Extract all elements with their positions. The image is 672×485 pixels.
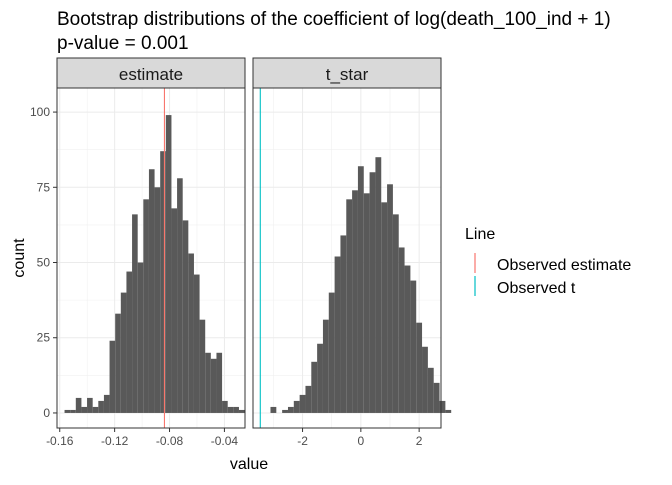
histogram-bar [357,166,364,413]
histogram-bar [392,214,399,413]
histogram-bar [154,187,161,413]
x-axis-title: value [230,456,268,473]
legend-label-observed-estimate: Observed estimate [497,257,631,274]
x-tick-label: 0 [358,434,365,448]
facet-t-star: t_star -2 0 2 [252,57,452,448]
chart-subtitle: p-value = 0.001 [57,33,189,54]
x-tick-label: -0.12 [101,434,129,448]
strip-background-estimate [56,57,246,89]
histogram-bar [81,406,88,413]
histogram-bar [222,400,228,413]
histogram-bar [126,271,133,413]
x-tick-label: -2 [297,434,308,448]
histogram-bar [381,202,388,413]
y-tick-label: 75 [37,180,51,194]
y-tick-label: 100 [30,105,50,119]
histogram-bar [210,358,217,413]
legend: Line Observed estimate Observed t [465,226,631,297]
histogram-bar [322,319,329,413]
panel-border-t-star [252,87,442,429]
histogram-bar [427,367,434,413]
strip-background-t-star [252,57,442,89]
histogram-bar [182,220,189,413]
histogram-bar [433,382,440,413]
histogram-bar [143,199,149,413]
histogram-bar [439,400,446,413]
histogram-bar [165,115,172,413]
histogram-bar [340,235,347,413]
histogram-bar [188,253,194,413]
chart-title: Bootstrap distributions of the coefficie… [57,9,611,30]
histogram-bar [160,151,166,413]
x-axis-ticks-estimate: -0.16 -0.12 -0.08 -0.04 [46,428,238,448]
histogram-bar [171,208,178,413]
histogram-bar [199,319,206,413]
y-tick-label: 25 [37,331,51,345]
histogram-bar [416,322,423,413]
histogram-bar [64,409,71,413]
histogram-bar [177,178,183,413]
histogram-bar [334,256,341,413]
histogram-bar [120,292,127,413]
x-axis-ticks-t-star: -2 0 2 [297,428,423,448]
histogram-bar [92,406,99,413]
histogram-bar [293,400,300,413]
histogram-bar [148,169,155,413]
histogram-bar [115,313,121,413]
histogram-bar [109,340,116,413]
histogram-bar [132,214,138,413]
histogram-bar [216,352,223,413]
histogram-bar [98,400,104,413]
histogram-bar [317,343,323,413]
x-tick-label: -0.16 [46,434,74,448]
histogram-bar [311,361,318,413]
histogram-bars-estimate [64,115,245,413]
legend-label-observed-t: Observed t [497,280,576,297]
histogram-bar [369,172,376,413]
histogram-bar [103,394,110,413]
x-tick-label: -0.04 [211,434,239,448]
y-axis-title: count [11,238,28,278]
histogram-bar [404,265,411,413]
y-axis-ticks: 0 25 50 75 100 [30,105,57,420]
strip-label-t-star: t_star [326,65,369,84]
histogram-bar [270,406,277,413]
histogram-bar [205,352,211,413]
histogram-bar [287,406,294,413]
histogram-bar [70,409,76,413]
histogram-bar [299,394,306,413]
histogram-bar [233,406,239,413]
histogram-bar [87,397,93,413]
y-tick-label: 0 [43,406,50,420]
histogram-bar [75,397,82,413]
histogram-bar [398,247,405,413]
x-tick-label: 2 [416,434,423,448]
histogram-bar [238,409,245,413]
x-tick-label: -0.08 [156,434,184,448]
facet-estimate: estimate 0 25 50 75 100 -0.16 -0.12 -0.08 -0.04 [30,57,246,448]
histogram-bar [387,184,393,413]
histogram-bar [305,385,312,413]
histogram-bar [193,274,200,413]
panel-border-estimate [56,87,246,429]
histogram-bar [328,292,335,413]
histogram-bar [137,262,144,413]
histogram-bar [363,193,370,413]
y-tick-label: 50 [37,256,51,270]
histogram-bar [445,409,452,413]
histogram-bar [352,190,358,413]
histogram-bar [410,280,417,413]
histogram-bar [375,157,382,413]
histogram-bar [422,346,428,413]
histogram-bar [227,406,234,413]
legend-title: Line [465,226,495,243]
histogram-bar [346,199,353,413]
histogram-bars-t-star [270,157,452,413]
strip-label-estimate: estimate [119,65,183,84]
histogram-bar [282,409,288,413]
